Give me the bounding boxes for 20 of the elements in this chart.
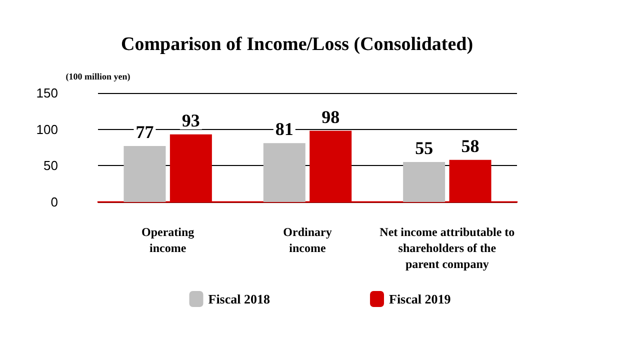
data-label: 77 [136, 122, 154, 142]
data-label: 93 [182, 110, 200, 130]
x-tick-label: Net income attributable to shareholders of the parent company [380, 225, 515, 271]
x-tick-label: Ordinary income [283, 225, 332, 255]
y-tick-label: 150 [36, 86, 58, 100]
y-axis-title: (100 million yen) [66, 72, 130, 82]
y-tick-label: 0 [50, 194, 58, 210]
data-label: 98 [322, 106, 340, 127]
data-label: 58 [461, 136, 480, 156]
bar [263, 143, 306, 202]
bar [403, 162, 446, 202]
legend-label: Fiscal 2018 [208, 292, 270, 306]
data-label: 81 [275, 119, 294, 140]
x-tick-label: Operating income [141, 225, 194, 255]
chart-title: Comparison of Income/Loss (Consolidated) [121, 34, 474, 55]
y-tick-label: 100 [36, 122, 58, 137]
y-tick-label: 50 [44, 158, 58, 174]
legend-label: Fiscal 2019 [389, 292, 452, 306]
data-label: 55 [415, 138, 434, 158]
bar [124, 146, 166, 202]
